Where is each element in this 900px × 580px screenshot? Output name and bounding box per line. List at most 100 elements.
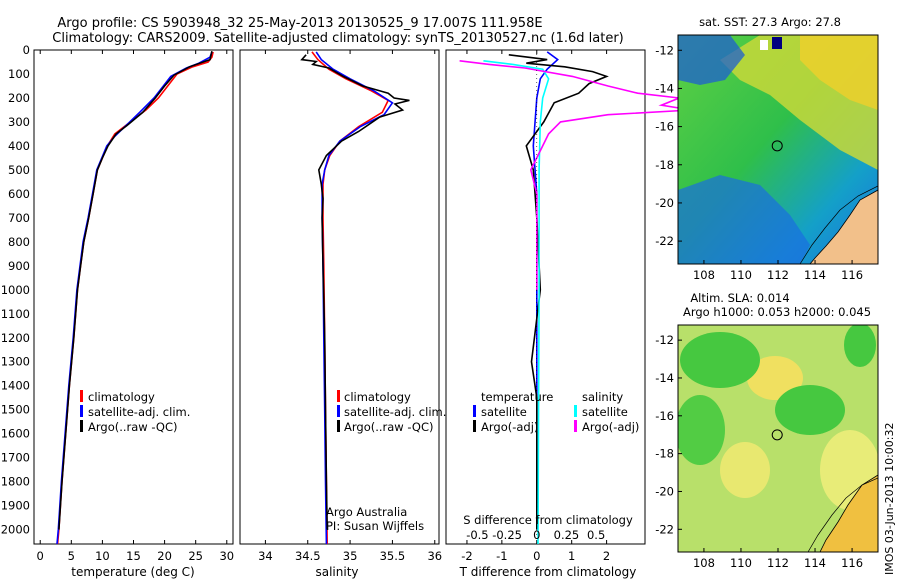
sst-map-title: sat. SST: 27.3 Argo: 27.8 <box>699 15 841 29</box>
map-y-tick-label: -12 <box>655 333 674 347</box>
depth-tick-label: 1000 <box>1 283 30 297</box>
sla-map-title-line-1: Altim. SLA: 0.014 <box>690 291 789 305</box>
map-y-tick-label: -20 <box>655 196 674 210</box>
x-tick-label: 2 <box>603 549 610 563</box>
map-y-tick-label: -18 <box>655 447 674 461</box>
depth-tick-label: 400 <box>8 139 30 153</box>
x-tick-label: 35 <box>343 549 358 563</box>
map-x-tick-label: 112 <box>767 556 789 570</box>
legend-label-argo: Argo(..raw -QC) <box>88 420 178 434</box>
temperature-legend: climatology satellite-adj. clim. Argo(..… <box>80 390 190 434</box>
series-line-s-satellite <box>483 60 550 545</box>
legend-swatch-satellite <box>80 405 83 417</box>
sst-land <box>809 189 878 264</box>
x-tick-label: 34 <box>258 549 273 563</box>
depth-tick-label: 1500 <box>1 403 30 417</box>
map-x-tick-label: 116 <box>841 268 863 282</box>
map-x-tick-label: 110 <box>730 268 752 282</box>
sla-isobath <box>807 477 878 552</box>
depth-tick-label: 800 <box>8 235 30 249</box>
series-line-s-argo-adj- <box>459 60 692 290</box>
depth-tick-label: 300 <box>8 115 30 129</box>
sst-missing-pixel <box>772 37 782 49</box>
map-y-tick-label: -14 <box>655 81 674 95</box>
depth-tick-label: 1400 <box>1 379 30 393</box>
salinity-xlabel: salinity <box>315 565 358 579</box>
map-x-tick-label: 108 <box>693 556 715 570</box>
sla-low-patch <box>844 325 876 367</box>
depth-tick-label: 500 <box>8 163 30 177</box>
depth-tick-label: 1100 <box>1 307 30 321</box>
legend-swatch-argo <box>80 420 83 432</box>
sla-low-patch <box>678 395 725 465</box>
sla-low-patch <box>775 385 845 435</box>
map-x-tick-label: 114 <box>804 268 826 282</box>
map-x-tick-label: 112 <box>767 268 789 282</box>
difference-legend: temperature satellite Argo(-adj) salinit… <box>473 390 639 434</box>
sst-isobath <box>799 185 878 264</box>
sst-map-panel: sat. SST: 27.3 Argo: 27.8 108 110 112 114 11… <box>655 15 879 282</box>
s-tick-label: -0.25 <box>492 528 522 542</box>
depth-tick-label: 1600 <box>1 427 30 441</box>
map-y-tick-label: -16 <box>655 409 674 423</box>
x-tick-label: -1 <box>496 549 507 563</box>
legend-label-s-argo: Argo(-adj) <box>582 420 639 434</box>
argo-position-marker <box>771 429 783 441</box>
x-tick-label: 25 <box>188 549 203 563</box>
map-x-tick-label: 114 <box>804 556 826 570</box>
temperature-panel: 0 5 10 15 20 25 30 temperature (deg C) climato… <box>33 49 234 579</box>
legend-label-satellite: satellite-adj. clim. <box>344 405 446 419</box>
map-y-tick-label: -22 <box>655 522 674 536</box>
x-tick-label: 0 <box>37 549 44 563</box>
title-line-2: Climatology: CARS2009. Satellite-adjuste… <box>52 31 624 46</box>
title-line-1: Argo profile: CS 5903948_32 25-May-2013 … <box>57 16 542 31</box>
x-tick-label: 10 <box>95 549 110 563</box>
temperature-xlabel: temperature (deg C) <box>71 565 194 579</box>
x-tick-label: 36 <box>427 549 442 563</box>
depth-tick-label: 1800 <box>1 475 30 489</box>
x-tick-label: 1 <box>568 549 575 563</box>
map-y-tick-label: -12 <box>655 43 674 57</box>
x-tick-label: 34.5 <box>295 549 321 563</box>
depth-tick-label: 0 <box>23 43 30 57</box>
legend-swatch-t-argo <box>473 420 476 432</box>
series-line-t-argo-adj- <box>508 54 609 530</box>
map-y-tick-label: -16 <box>655 120 674 134</box>
s-tick-label: 0.5 <box>587 528 605 542</box>
salinity-panel: 34 34.5 35 35.5 36 salinity climatology sate… <box>239 49 446 579</box>
salinity-legend: climatology satellite-adj. clim. Argo(..… <box>337 390 446 434</box>
x-tick-label: 5 <box>68 549 75 563</box>
salinity-plot-frame <box>239 49 440 545</box>
difference-panel: -2 -1 0 1 2 S difference from climatology -0… <box>445 49 692 579</box>
depth-tick-label: 1900 <box>1 499 30 513</box>
depth-tick-label: 1200 <box>1 331 30 345</box>
x-tick-label: 0 <box>533 549 540 563</box>
annotation-argo-australia: Argo Australia <box>326 505 407 519</box>
sla-high-patch <box>720 442 770 498</box>
sst-warm-core <box>800 35 878 110</box>
legend-swatch-argo <box>337 420 340 432</box>
depth-tick-label: 200 <box>8 91 30 105</box>
annotation-pi: PI: Susan Wijffels <box>326 519 424 533</box>
depth-axis: 0 100 200 300 400 500 600 700 800 900 1000 1100 1200… <box>1 43 645 537</box>
legend-label-t-satellite: satellite <box>481 405 527 419</box>
imos-credit: IMOS 03-Jun-2013 10:00:32 <box>883 422 896 575</box>
difference-plot-frame <box>445 49 646 545</box>
series-line-satellite-adj-clim- <box>315 51 394 545</box>
map-y-tick-label: -20 <box>655 484 674 498</box>
map-x-tick-label: 108 <box>693 268 715 282</box>
sla-map-panel: Altim. SLA: 0.014 Argo h1000: 0.053 h200… <box>655 291 879 570</box>
x-tick-label: 20 <box>157 549 172 563</box>
s-difference-label: S difference from climatology <box>463 513 633 527</box>
legend-label-climatology: climatology <box>344 390 411 404</box>
map-x-tick-label: 116 <box>841 556 863 570</box>
depth-tick-label: 600 <box>8 187 30 201</box>
legend-swatch-t-satellite <box>473 405 476 417</box>
sst-cool-patch-nw <box>678 35 745 85</box>
depth-tick-label: 1300 <box>1 355 30 369</box>
legend-swatch-s-satellite <box>574 405 577 417</box>
map-x-tick-label: 110 <box>730 556 752 570</box>
sst-missing-pixel <box>760 40 768 50</box>
x-tick-label: -2 <box>461 549 472 563</box>
map-y-tick-label: -14 <box>655 371 674 385</box>
